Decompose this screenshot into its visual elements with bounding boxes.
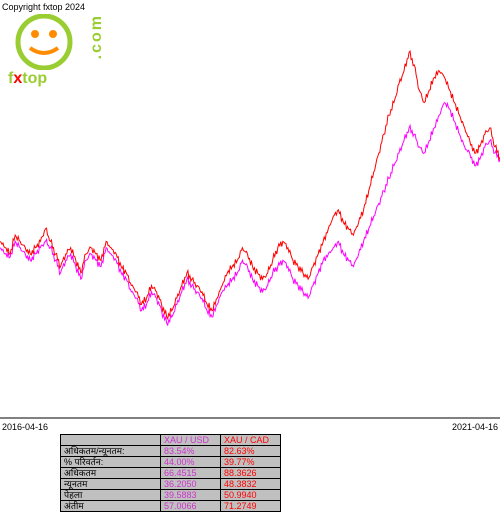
row-label: अंतीम [61,501,161,512]
row-cad: 48.3832 [221,479,281,490]
row-usd: 57.0066 [161,501,221,512]
header-usd: XAU / USD [161,435,221,446]
table-row: अधिकतम66.451588.3626 [61,468,281,479]
row-usd: 66.4515 [161,468,221,479]
stats-table: XAU / USD XAU / CAD अधिकतम/न्यूनतम:83.54… [60,434,281,512]
row-cad: 82.63% [221,446,281,457]
row-cad: 88.3626 [221,468,281,479]
row-usd: 39.5883 [161,490,221,501]
row-cad: 71.2749 [221,501,281,512]
row-cad: 50.9940 [221,490,281,501]
header-blank [61,435,161,446]
row-label: अधिकतम/न्यूनतम: [61,446,161,457]
price-chart [0,0,500,420]
row-label: न्यूनतम [61,479,161,490]
row-usd: 44.00% [161,457,221,468]
row-usd: 36.2050 [161,479,221,490]
row-usd: 83.54% [161,446,221,457]
row-cad: 39.77% [221,457,281,468]
date-start: 2016-04-16 [2,422,48,432]
table-row: न्यूनतम36.205048.3832 [61,479,281,490]
row-label: % परिवर्तन: [61,457,161,468]
table-header-row: XAU / USD XAU / CAD [61,435,281,446]
table-row: अंतीम57.006671.2749 [61,501,281,512]
table-row: पेहला39.588350.9940 [61,490,281,501]
table-row: अधिकतम/न्यूनतम:83.54%82.63% [61,446,281,457]
header-cad: XAU / CAD [221,435,281,446]
row-label: पेहला [61,490,161,501]
row-label: अधिकतम [61,468,161,479]
table-row: % परिवर्तन:44.00%39.77% [61,457,281,468]
date-end: 2021-04-16 [452,422,498,432]
